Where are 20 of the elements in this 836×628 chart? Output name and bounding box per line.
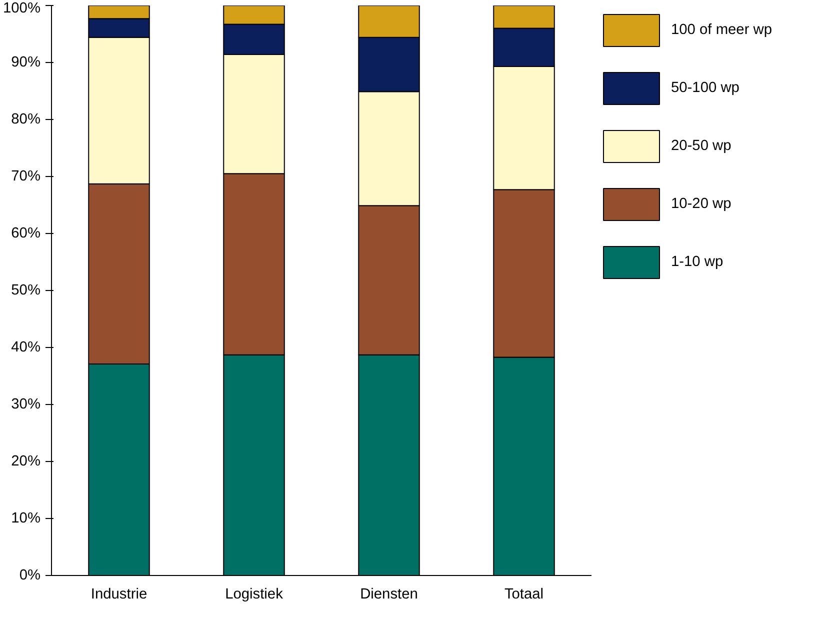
- y-tick-label: 10%: [11, 510, 41, 526]
- x-tick-label: Industrie: [90, 586, 148, 602]
- y-tick-label: 80%: [11, 112, 41, 128]
- y-tick-label: 50%: [11, 282, 41, 298]
- y-tick-label: 20%: [11, 454, 41, 470]
- legend-label: 1-10 wp: [671, 254, 724, 270]
- y-tick-label: 60%: [11, 226, 41, 242]
- y-tick-label: 70%: [11, 168, 41, 184]
- x-tick-label: Logistiek: [225, 586, 284, 602]
- legend-label: 10-20 wp: [671, 196, 732, 212]
- y-tick-label: 40%: [11, 340, 41, 356]
- legend-label: 100 of meer wp: [671, 22, 772, 38]
- y-tick-label: 100%: [3, 0, 41, 16]
- y-tick-label: 0%: [19, 568, 41, 584]
- x-tick-label: Totaal: [504, 586, 544, 602]
- y-tick-label: 90%: [11, 54, 41, 70]
- y-tick-label: 30%: [11, 396, 41, 412]
- legend-label: 20-50 wp: [671, 138, 732, 154]
- x-tick-label: Diensten: [360, 586, 418, 602]
- legend-label: 50-100 wp: [671, 80, 740, 96]
